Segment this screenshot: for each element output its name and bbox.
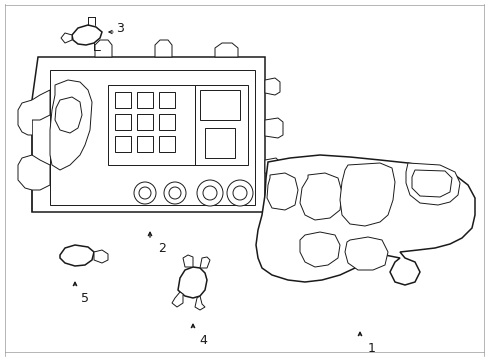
Polygon shape (95, 40, 112, 57)
Polygon shape (115, 136, 131, 152)
Text: 3: 3 (116, 22, 123, 35)
Polygon shape (195, 296, 204, 310)
Polygon shape (72, 25, 102, 45)
Polygon shape (339, 163, 394, 226)
Circle shape (232, 186, 246, 200)
Polygon shape (299, 232, 339, 267)
Circle shape (134, 182, 156, 204)
Polygon shape (137, 114, 153, 130)
Polygon shape (195, 85, 247, 165)
Polygon shape (18, 100, 32, 212)
Text: 1: 1 (367, 342, 375, 355)
Polygon shape (60, 245, 94, 266)
Polygon shape (94, 250, 108, 263)
Circle shape (197, 180, 223, 206)
Text: 2: 2 (158, 242, 165, 255)
Polygon shape (200, 90, 240, 120)
Polygon shape (137, 92, 153, 108)
Polygon shape (299, 173, 341, 220)
Polygon shape (159, 136, 175, 152)
Text: 4: 4 (199, 334, 206, 347)
Polygon shape (178, 267, 206, 298)
Polygon shape (61, 33, 72, 43)
Polygon shape (32, 155, 50, 190)
Polygon shape (155, 40, 172, 57)
Polygon shape (411, 170, 451, 197)
Polygon shape (183, 255, 193, 267)
Polygon shape (264, 78, 280, 95)
Polygon shape (215, 43, 238, 57)
Polygon shape (266, 173, 297, 210)
Polygon shape (204, 128, 235, 158)
Polygon shape (256, 155, 474, 285)
Polygon shape (405, 163, 459, 205)
Circle shape (226, 180, 252, 206)
Polygon shape (32, 57, 264, 212)
Polygon shape (172, 292, 183, 307)
Circle shape (139, 187, 151, 199)
Polygon shape (200, 257, 209, 268)
Polygon shape (264, 158, 280, 175)
Circle shape (163, 182, 185, 204)
Polygon shape (159, 114, 175, 130)
Polygon shape (50, 80, 92, 170)
Circle shape (203, 186, 217, 200)
Polygon shape (264, 118, 283, 138)
Text: 5: 5 (81, 292, 89, 305)
Polygon shape (137, 136, 153, 152)
Polygon shape (115, 92, 131, 108)
Polygon shape (32, 90, 50, 120)
Polygon shape (345, 237, 387, 270)
Circle shape (169, 187, 181, 199)
Polygon shape (50, 70, 254, 205)
Polygon shape (108, 85, 195, 165)
Polygon shape (115, 114, 131, 130)
Polygon shape (159, 92, 175, 108)
Polygon shape (55, 97, 82, 133)
